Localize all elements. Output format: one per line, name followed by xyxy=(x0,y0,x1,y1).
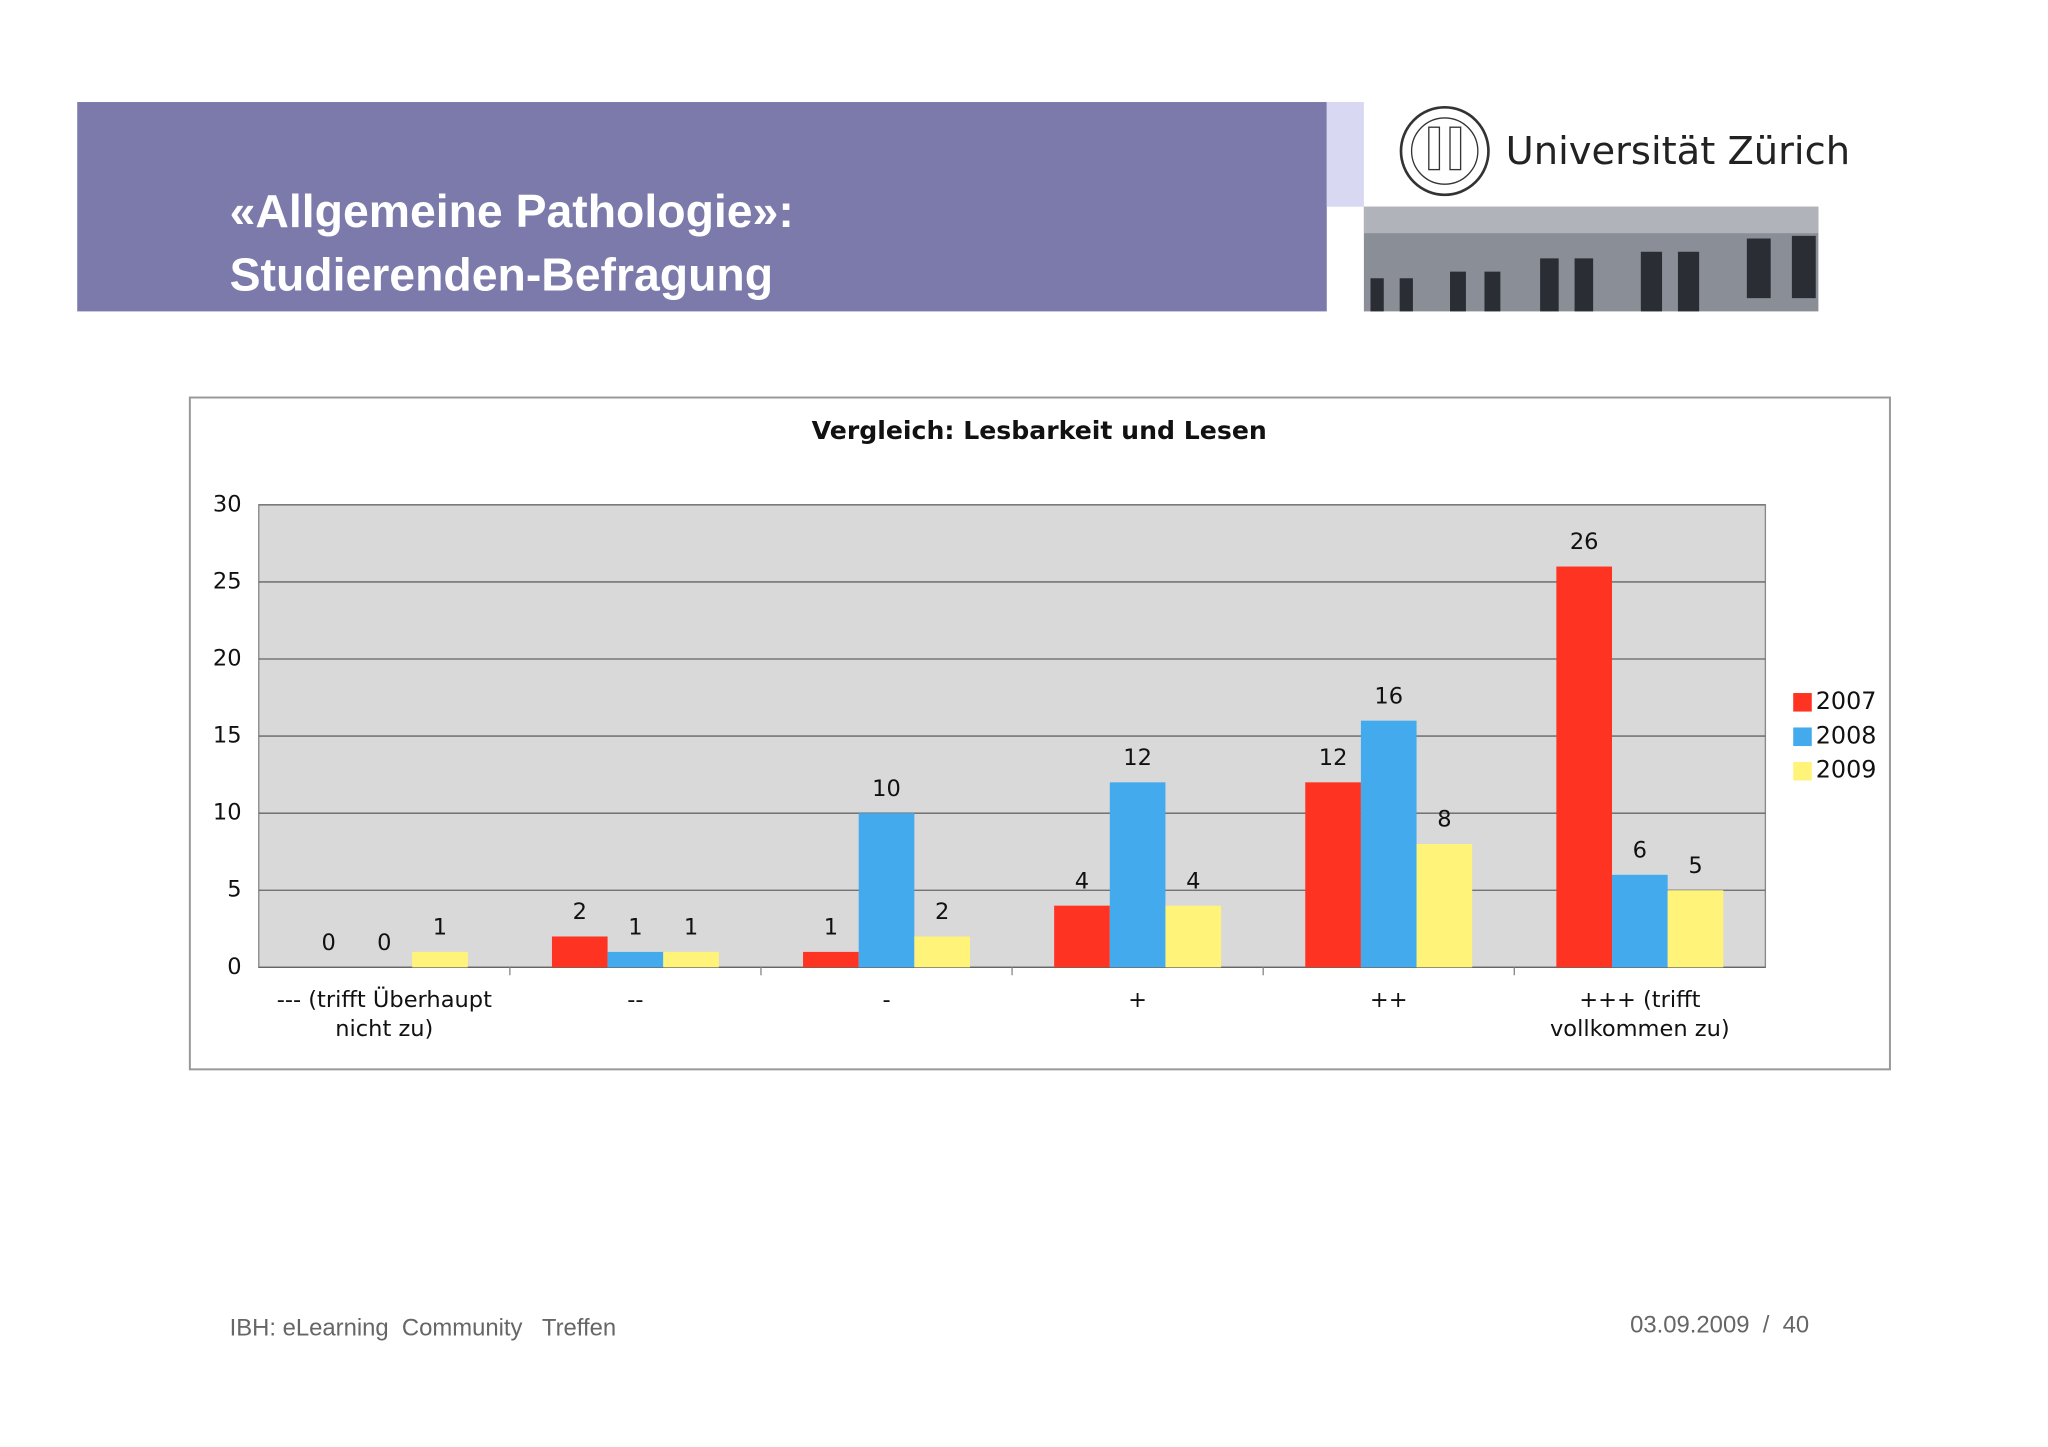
x-tick-label: + xyxy=(1128,987,1148,1014)
y-tick-label: 15 xyxy=(213,723,242,749)
bar xyxy=(1416,843,1473,968)
data-label: 16 xyxy=(1374,683,1403,709)
data-label: 12 xyxy=(1319,745,1348,771)
data-label: 6 xyxy=(1633,837,1647,863)
logo xyxy=(1399,106,1490,197)
header-band xyxy=(77,102,1327,312)
x-tick-label: +++ (trifft vollkommen zu) xyxy=(1549,987,1730,1043)
legend-label: 2008 xyxy=(1816,721,1877,749)
x-tick-label-box: - xyxy=(882,987,891,1014)
footer-left: IBH: eLearning Community Treffen xyxy=(230,1314,617,1341)
y-tick-label: 0 xyxy=(227,954,241,980)
legend-label: 2007 xyxy=(1816,687,1877,715)
data-label: 5 xyxy=(1688,853,1702,879)
data-label: 4 xyxy=(1075,868,1089,894)
data-label: 10 xyxy=(872,776,901,802)
bar xyxy=(1556,566,1613,968)
y-tick-label: 25 xyxy=(213,568,242,594)
data-label: 1 xyxy=(433,915,447,941)
bar xyxy=(663,951,719,968)
x-tick-label: --- (trifft Überhaupt nicht zu) xyxy=(276,987,492,1043)
data-label: 0 xyxy=(321,930,335,956)
bar xyxy=(1360,720,1417,968)
data-label: 1 xyxy=(684,915,698,941)
bar xyxy=(1667,890,1724,968)
bar xyxy=(1165,905,1222,968)
bar xyxy=(1612,874,1668,968)
bar xyxy=(1054,905,1110,968)
bar xyxy=(803,951,859,968)
legend-swatch xyxy=(1793,693,1812,712)
y-tick-label: 5 xyxy=(227,877,241,903)
x-tick-label: ++ xyxy=(1369,987,1408,1014)
legend-label: 2009 xyxy=(1816,756,1877,784)
legend-swatch xyxy=(1793,761,1812,781)
data-label: 8 xyxy=(1437,807,1451,833)
data-label: 1 xyxy=(628,915,642,941)
data-label: 12 xyxy=(1123,745,1152,771)
y-tick-label: 30 xyxy=(213,491,242,517)
bar xyxy=(1109,782,1166,968)
x-tick-label-box: ++ xyxy=(1369,987,1408,1014)
x-tick-label: -- xyxy=(627,987,644,1014)
bar xyxy=(607,951,664,968)
x-tick-label-box: -- xyxy=(627,987,644,1014)
footer-right: 03.09.2009 / 40 xyxy=(1630,1312,1809,1339)
data-label: 0 xyxy=(377,930,391,956)
logo-text: Universität Zürich xyxy=(1506,129,1850,174)
y-tick-label: 10 xyxy=(213,800,242,826)
legend-swatch xyxy=(1793,727,1812,747)
slide-title: «Allgemeine Pathologie»: xyxy=(230,185,794,237)
bar xyxy=(1305,782,1361,968)
data-label: 2 xyxy=(573,899,587,925)
x-tick-label-box: --- (trifft Überhaupt nicht zu) xyxy=(276,987,492,1043)
data-label: 26 xyxy=(1570,529,1599,555)
data-label: 1 xyxy=(824,915,838,941)
chart-title: Vergleich: Lesbarkeit und Lesen xyxy=(812,416,1267,445)
header-accent xyxy=(1326,102,1364,207)
slide-title: Studierenden-Befragung xyxy=(230,249,773,301)
x-tick-label: - xyxy=(882,987,891,1014)
bar xyxy=(412,951,468,968)
y-tick-label: 20 xyxy=(213,646,242,672)
x-tick-label-box: +++ (trifft vollkommen zu) xyxy=(1549,987,1730,1043)
bar xyxy=(858,813,915,968)
building-photo xyxy=(1363,206,1819,312)
data-label: 4 xyxy=(1186,868,1200,894)
data-label: 2 xyxy=(935,899,949,925)
x-tick-label-box: + xyxy=(1128,987,1148,1014)
bar xyxy=(551,936,608,968)
bar xyxy=(914,936,971,968)
